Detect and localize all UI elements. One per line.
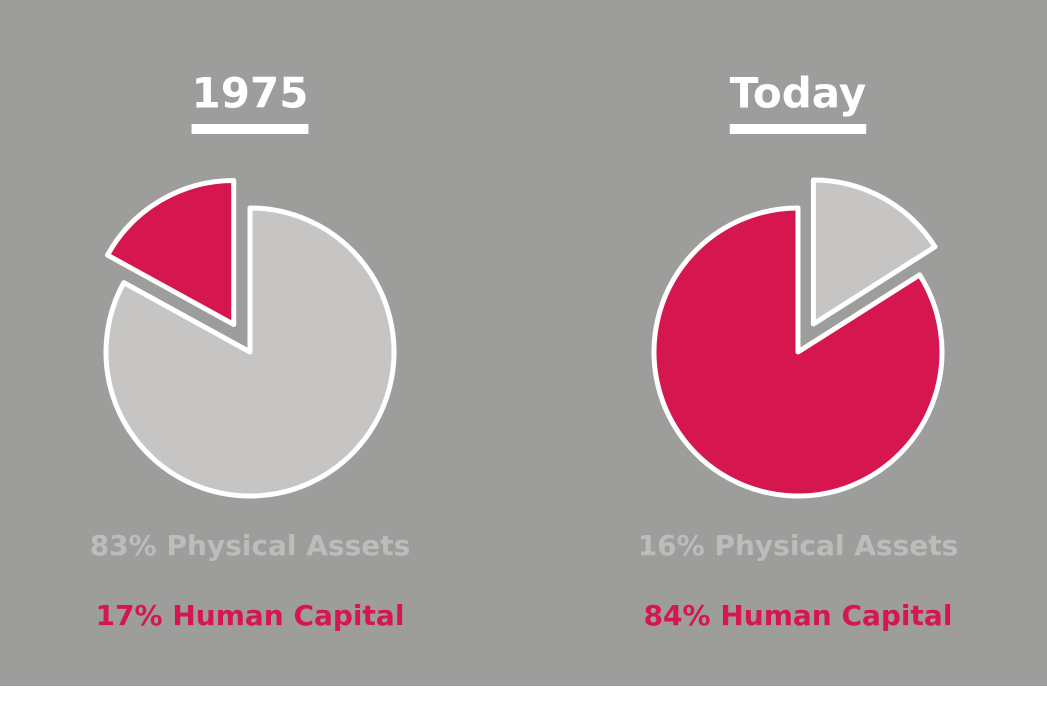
- value-label: 83% Physical Assets: [90, 529, 411, 562]
- title-underline: [191, 124, 309, 134]
- value-label: 16% Physical Assets: [638, 529, 959, 562]
- pie-slice: [651, 205, 945, 499]
- value-label: 17% Human Capital: [96, 599, 405, 632]
- pie-slice: [810, 177, 938, 327]
- title-underline: [729, 124, 867, 134]
- chart-title: 1975: [192, 69, 309, 118]
- value-label: 84% Human Capital: [644, 599, 953, 632]
- chart-title: Today: [730, 69, 866, 118]
- pie-slice: [105, 177, 237, 327]
- pie-slice: [103, 205, 397, 499]
